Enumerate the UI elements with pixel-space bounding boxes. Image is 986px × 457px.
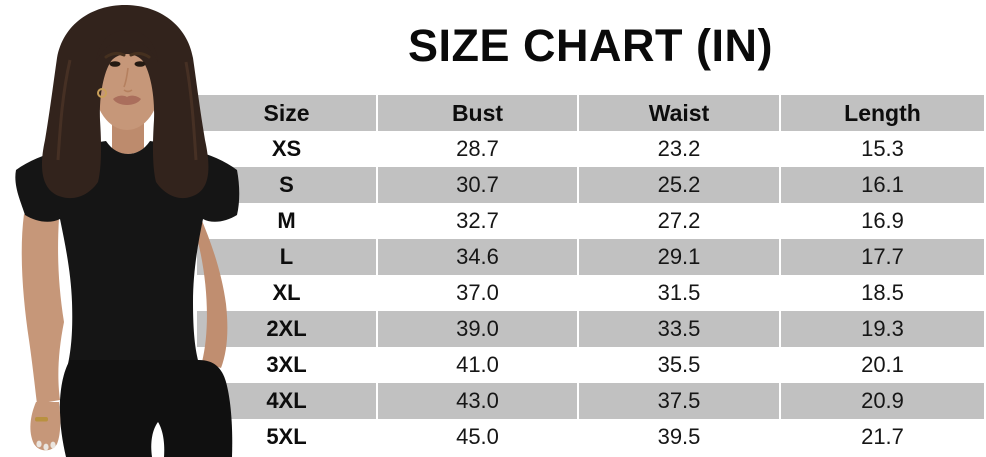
hoop-earring — [97, 88, 107, 98]
model-hairline — [96, 30, 158, 62]
size-label: XL — [272, 280, 301, 305]
model-leggings — [59, 360, 233, 457]
measurement-value: 19.3 — [779, 311, 984, 347]
measurement-value: 20.9 — [779, 383, 984, 419]
measurement-value: 45.0 — [376, 419, 577, 455]
size-label: 4XL — [266, 388, 307, 413]
measurement-value: 17.7 — [779, 239, 984, 275]
measurement-value: 16.9 — [779, 203, 984, 239]
table-row-xl: XL 37.0 31.5 18.5 — [197, 275, 984, 311]
model-photo — [15, 5, 240, 457]
measurement-value: 33.5 — [577, 311, 779, 347]
measurement-value: 15.3 — [779, 131, 984, 167]
measurement-value: 39.0 — [376, 311, 577, 347]
model-leg-gap — [151, 422, 165, 457]
measurement-value: 41.0 — [376, 347, 577, 383]
table-row-xs: XS 28.7 23.2 15.3 — [197, 131, 984, 167]
measurement-value: 37.0 — [376, 275, 577, 311]
table-row-s: S 30.7 25.2 16.1 — [197, 167, 984, 203]
page-title: SIZE CHART (IN) — [408, 20, 773, 71]
measurement-value: 27.2 — [577, 203, 779, 239]
measurement-value: 43.0 — [376, 383, 577, 419]
measurement-value: 37.5 — [577, 383, 779, 419]
fingernail — [36, 440, 42, 448]
measurement-value: 28.7 — [376, 131, 577, 167]
size-table: Size Bust Waist Length XS 28.7 23.2 15.3 S 30… — [197, 95, 984, 455]
gold-ring — [35, 417, 48, 422]
measurement-value: 25.2 — [577, 167, 779, 203]
model-right-arm — [198, 216, 228, 368]
size-label: 2XL — [266, 316, 307, 341]
table-row-m: M 32.7 27.2 16.9 — [197, 203, 984, 239]
measurement-value: 29.1 — [577, 239, 779, 275]
measurement-value: 30.7 — [376, 167, 577, 203]
model-left-arm — [21, 214, 64, 404]
table-header-row: Size Bust Waist Length — [197, 95, 984, 131]
model-hand — [30, 402, 61, 451]
measurement-value: 16.1 — [779, 167, 984, 203]
size-label: 3XL — [266, 352, 307, 377]
measurement-value: 31.5 — [577, 275, 779, 311]
table-row-4xl: 4XL 43.0 37.5 20.9 — [197, 383, 984, 419]
hair-highlight — [56, 59, 72, 161]
fingernail — [43, 443, 49, 451]
size-label: M — [277, 208, 296, 233]
eyebrow — [104, 51, 126, 59]
measurement-value: 32.7 — [376, 203, 577, 239]
size-label: XS — [271, 136, 302, 161]
column-header-bust: Bust — [376, 95, 577, 131]
eye — [109, 61, 121, 67]
model-hair — [41, 5, 209, 199]
measurement-value: 20.1 — [779, 347, 984, 383]
column-header-length: Length — [779, 95, 984, 131]
measurement-value: 18.5 — [779, 275, 984, 311]
lips — [113, 95, 141, 105]
size-label: S — [279, 172, 294, 197]
table-row-3xl: 3XL 41.0 35.5 20.1 — [197, 347, 984, 383]
measurement-value: 39.5 — [577, 419, 779, 455]
table-row-5xl: 5XL 45.0 39.5 21.7 — [197, 419, 984, 455]
column-header-waist: Waist — [577, 95, 779, 131]
eye — [134, 61, 146, 67]
eyebrow — [129, 51, 151, 59]
measurement-value: 34.6 — [376, 239, 577, 275]
table-row-l: L 34.6 29.1 17.7 — [197, 239, 984, 275]
measurement-value: 21.7 — [779, 419, 984, 455]
hair-highlight — [184, 61, 198, 161]
nose — [123, 67, 133, 93]
measurement-value: 35.5 — [577, 347, 779, 383]
measurement-value: 23.2 — [577, 131, 779, 167]
table-row-2xl: 2XL 39.0 33.5 19.3 — [197, 311, 984, 347]
column-header-size: Size — [263, 100, 310, 126]
size-label: L — [279, 244, 294, 269]
size-label: 5XL — [266, 424, 307, 449]
fingernail — [50, 441, 56, 449]
table-body: XS 28.7 23.2 15.3 S 30.7 25.2 16.1 M 32.7 27.2 16.9… — [197, 131, 984, 455]
